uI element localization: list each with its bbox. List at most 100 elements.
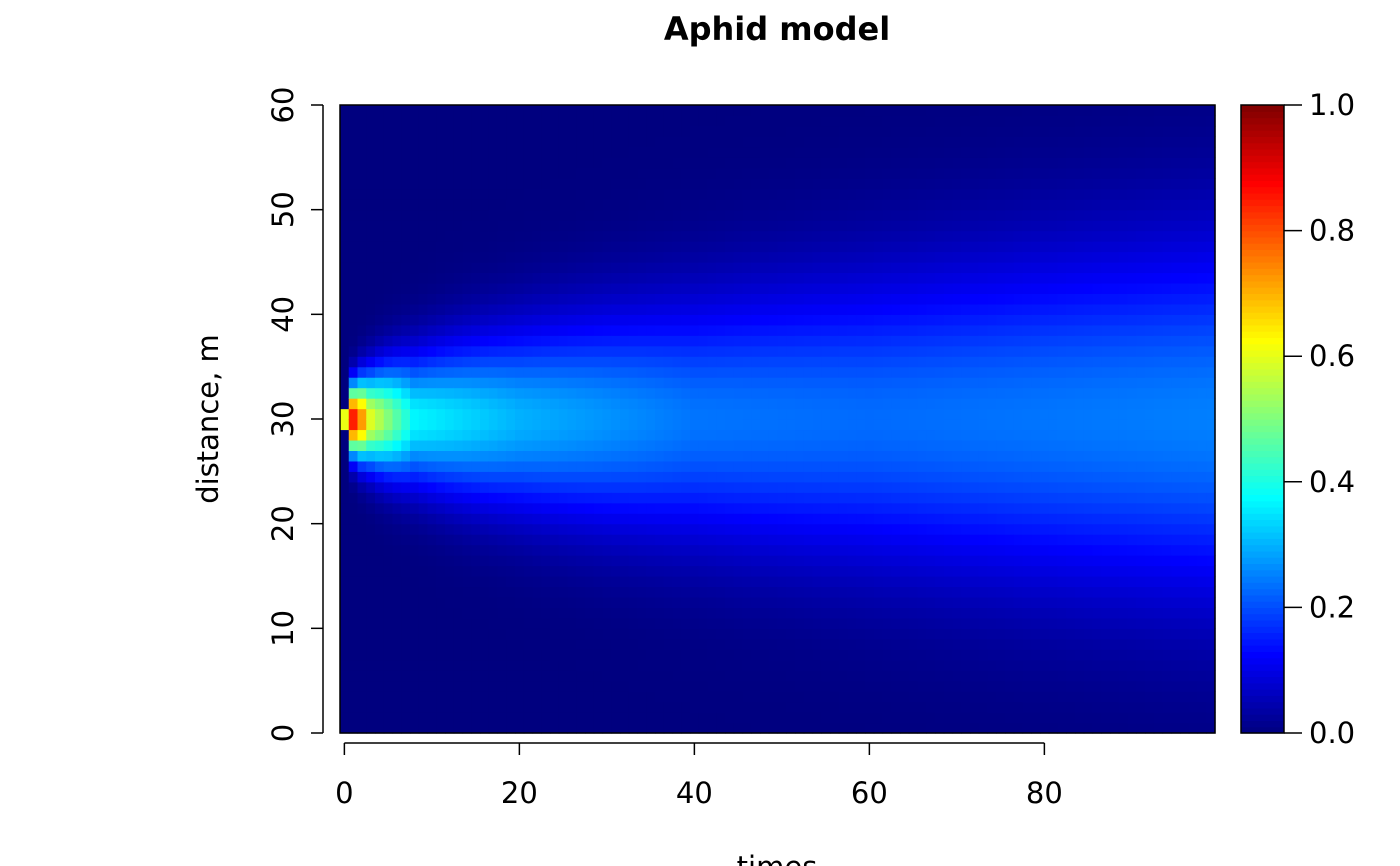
heat-cell xyxy=(952,544,962,556)
heat-cell xyxy=(908,251,919,263)
heat-cell xyxy=(777,534,787,546)
heat-cell xyxy=(821,157,831,169)
heat-cell xyxy=(795,167,805,179)
heat-cell xyxy=(795,439,805,451)
heat-cell xyxy=(935,502,945,514)
heat-cell xyxy=(348,429,359,441)
heat-cell xyxy=(873,691,884,703)
heat-cell xyxy=(576,157,586,169)
heat-cell xyxy=(830,199,840,211)
heat-cell xyxy=(1040,722,1050,734)
heat-cell xyxy=(480,722,490,734)
heat-cell xyxy=(821,366,831,378)
heat-cell xyxy=(830,125,840,137)
heat-cell xyxy=(891,628,901,640)
heat-cell xyxy=(593,146,604,158)
heat-cell xyxy=(917,241,927,253)
heat-cell xyxy=(453,335,464,347)
heat-cell xyxy=(716,439,726,451)
heat-cell xyxy=(891,617,901,629)
heat-cell xyxy=(996,199,1006,211)
heat-cell xyxy=(751,136,761,148)
heat-cell xyxy=(453,377,464,389)
heat-cell xyxy=(690,691,700,703)
heat-cell xyxy=(1022,586,1032,598)
heat-cell xyxy=(847,146,857,158)
heat-cell xyxy=(541,324,551,336)
heat-cell xyxy=(812,230,822,242)
heat-cell xyxy=(716,230,726,242)
heat-cell xyxy=(576,398,586,410)
heat-cell xyxy=(943,387,954,399)
heat-cell xyxy=(698,607,709,619)
heat-cell xyxy=(970,188,980,200)
heat-cell xyxy=(681,387,691,399)
heat-cell xyxy=(532,167,542,179)
heat-cell xyxy=(515,617,525,629)
heat-cell xyxy=(1022,680,1032,692)
heat-cell xyxy=(943,303,954,315)
heat-cell xyxy=(427,576,437,588)
heat-cell xyxy=(847,586,857,598)
heat-cell xyxy=(488,502,499,514)
heat-cell xyxy=(375,617,385,629)
heat-cell xyxy=(891,471,901,483)
heat-cell xyxy=(917,199,927,211)
heat-cell xyxy=(716,628,726,640)
heat-cell xyxy=(1005,513,1015,525)
heat-cell xyxy=(357,157,367,169)
heat-cell xyxy=(611,408,621,420)
heat-cell xyxy=(935,136,945,148)
heat-cell xyxy=(952,450,962,462)
heat-cell xyxy=(733,377,744,389)
heat-cell xyxy=(978,251,989,263)
heat-cell xyxy=(908,555,919,567)
heat-cell xyxy=(716,617,726,629)
heat-cell xyxy=(611,659,621,671)
heat-cell xyxy=(515,523,525,535)
heat-cell xyxy=(716,241,726,253)
heat-cell xyxy=(453,691,464,703)
heat-cell xyxy=(541,157,551,169)
heat-cell xyxy=(1066,712,1076,724)
heat-cell xyxy=(838,251,849,263)
heat-cell xyxy=(576,586,586,598)
heat-cell xyxy=(970,492,980,504)
heat-cell xyxy=(532,460,542,472)
heat-cell xyxy=(838,722,849,734)
heat-cell xyxy=(453,262,464,274)
heat-cell xyxy=(760,377,770,389)
heat-cell xyxy=(847,701,857,713)
heat-cell xyxy=(856,596,866,608)
heat-cell xyxy=(401,377,411,389)
heat-cell xyxy=(795,356,805,368)
heat-cell xyxy=(777,345,787,357)
heat-cell xyxy=(1040,649,1050,661)
heat-cell xyxy=(453,251,464,263)
heat-cell xyxy=(725,419,735,431)
heat-cell xyxy=(497,628,507,640)
heat-cell xyxy=(838,607,849,619)
heat-cell xyxy=(532,115,542,127)
heat-cell xyxy=(558,596,569,608)
heat-cell xyxy=(970,251,980,263)
heat-cell xyxy=(392,293,402,305)
heat-cell xyxy=(952,157,962,169)
heat-cell xyxy=(908,481,919,493)
heat-cell xyxy=(996,649,1006,661)
heat-cell xyxy=(856,167,866,179)
heat-cell xyxy=(996,387,1006,399)
heat-cell xyxy=(366,429,376,441)
heat-cell xyxy=(620,513,630,525)
heat-cell xyxy=(891,712,901,724)
heat-cell xyxy=(891,188,901,200)
heat-cell xyxy=(532,303,542,315)
heat-cell xyxy=(1005,251,1015,263)
heat-cell xyxy=(523,125,534,137)
heat-cell xyxy=(646,439,656,451)
heat-cell xyxy=(873,115,884,127)
heat-cell xyxy=(611,419,621,431)
heat-cell xyxy=(760,398,770,410)
heat-cell xyxy=(567,167,577,179)
heat-cell xyxy=(453,230,464,242)
